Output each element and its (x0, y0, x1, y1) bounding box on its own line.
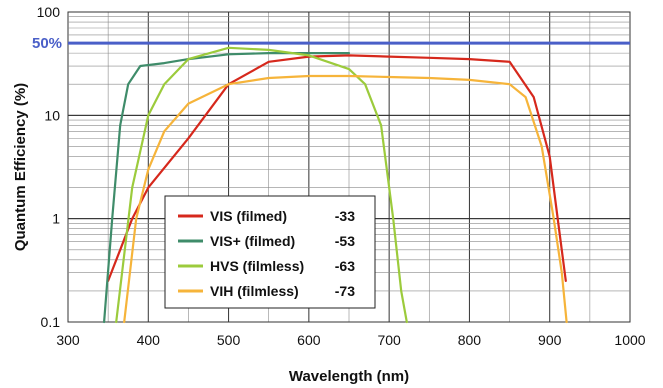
legend-label: VIH (filmless) (210, 283, 299, 299)
legend-code: -53 (335, 233, 355, 249)
series-lines (102, 46, 568, 324)
x-tick-label: 700 (377, 332, 401, 348)
legend-label: HVS (filmless) (210, 258, 304, 274)
legend-code: -73 (335, 283, 355, 299)
x-axis-title: Wavelength (nm) (289, 368, 409, 385)
reference-line-group: 50% (32, 35, 630, 52)
legend: VIS (filmed) -33 VIS+ (filmed) -53 HVS (film… (164, 195, 376, 309)
x-tick-label: 500 (217, 332, 241, 348)
y-axis-title: Quantum Efficiency (%) (12, 83, 29, 251)
x-tick-label: 900 (538, 332, 562, 348)
reference-line-label: 50% (32, 35, 62, 52)
legend-code: -33 (335, 208, 355, 224)
y-tick-label: 10 (44, 107, 60, 123)
legend-label: VIS+ (filmed) (210, 233, 295, 249)
x-tick-labels: 300 400 500 600 700 800 900 1000 (56, 332, 645, 348)
x-tick-label: 800 (458, 332, 482, 348)
legend-code: -63 (335, 258, 355, 274)
x-tick-label: 1000 (614, 332, 645, 348)
y-tick-label: 1 (52, 211, 60, 227)
legend-label: VIS (filmed) (210, 208, 287, 224)
series-line-4 (123, 74, 568, 324)
x-tick-label: 300 (56, 332, 80, 348)
series-line-2 (102, 51, 351, 324)
y-tick-labels: 0.1 1 10 100 (37, 4, 61, 330)
y-tick-label: 100 (37, 4, 61, 20)
x-tick-label: 400 (137, 332, 161, 348)
series-line-1 (106, 54, 567, 282)
y-tick-label: 0.1 (41, 314, 61, 330)
x-tick-label: 600 (297, 332, 321, 348)
series-line-3 (115, 46, 408, 324)
